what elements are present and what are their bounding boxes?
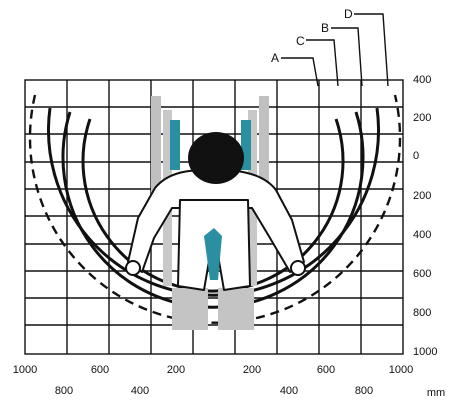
x-tick-label: 600 [91,364,109,376]
y-axis-labels: 400 200 0 200 400 600 800 1000 [413,74,437,358]
left-footrest [172,288,208,330]
zone-leaders [281,13,389,87]
grid-border [24,79,404,355]
y-tick-label: 400 [413,74,431,86]
right-hand [290,260,306,276]
x-tick-label: 200 [167,364,185,376]
zone-label-c: C [296,34,305,48]
zone-label-d: D [344,7,353,21]
y-tick-label: 800 [413,307,431,319]
y-tick-label: 400 [413,229,431,241]
zone-label-a: A [271,51,279,65]
x-tick-label: 200 [243,364,261,376]
x-tick-label: 600 [317,364,335,376]
reach-arcs [28,94,402,324]
y-tick-label: 200 [413,190,431,202]
x-tick-label: 1000 [389,364,413,376]
x-tick-label: 400 [131,385,149,397]
x-tick-label: 1000 [13,364,37,376]
x-axis-labels: 1000 600 200 200 600 1000 800 400 400 80… [13,364,413,397]
zone-label-b: B [321,21,329,35]
y-tick-label: 600 [413,268,431,280]
right-wheel [259,96,269,200]
reach-arc-c [61,111,365,309]
y-tick-label: 200 [413,112,431,124]
reach-arc-d [28,94,402,324]
reach-arc-a [81,118,345,293]
head [188,132,244,184]
right-seat-accent [241,120,251,170]
reach-arc-b [47,107,380,297]
y-tick-label: 1000 [413,346,437,358]
x-tick-label: 400 [280,385,298,397]
left-hand [125,260,141,276]
seat-gap [204,228,222,280]
seated-person [125,132,306,291]
right-footrest [218,288,254,330]
left-seat-accent [170,120,180,170]
unit-label: mm [427,387,445,399]
y-tick-label: 0 [413,150,419,162]
x-tick-label: 800 [355,385,373,397]
left-wheel [151,96,161,200]
x-tick-label: 800 [55,385,73,397]
